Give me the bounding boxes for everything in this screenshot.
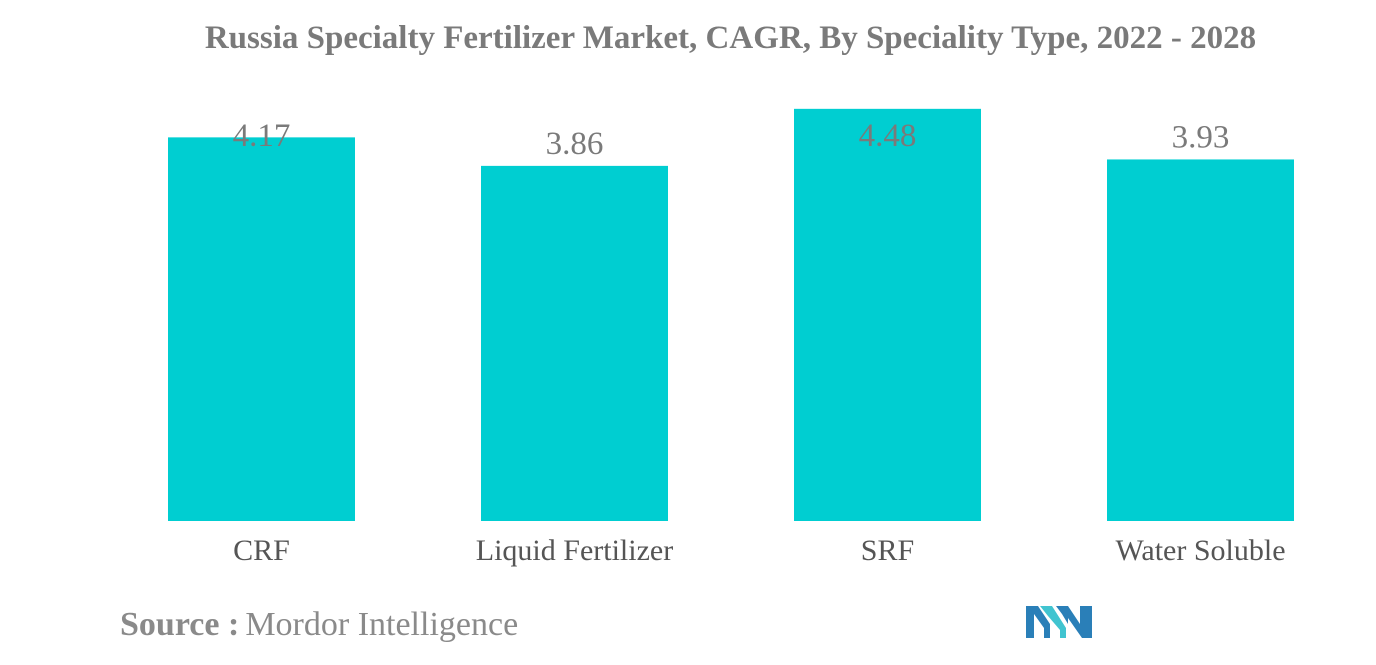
data-label: 3.93 bbox=[1172, 119, 1230, 155]
bar-liquid-fertilizer bbox=[481, 165, 668, 521]
source-line: Source : Mordor Intelligence bbox=[120, 606, 518, 644]
x-tick-label: Liquid Fertilizer bbox=[476, 534, 673, 567]
bar-crf bbox=[168, 137, 355, 522]
data-label: 4.17 bbox=[233, 118, 291, 154]
chart-title: Russia Specialty Fertilizer Market, CAGR… bbox=[204, 20, 1257, 56]
x-tick-label: SRF bbox=[861, 534, 914, 567]
bar-chart: 4.17 CRF 3.86 Liquid Fertilizer 4.48 SRF 3.93 W… bbox=[168, 108, 1294, 567]
data-label: 3.86 bbox=[546, 126, 604, 162]
source-text: Mordor Intelligence bbox=[245, 606, 519, 643]
x-tick-label: CRF bbox=[233, 534, 290, 567]
bar-srf bbox=[794, 108, 981, 521]
source-label: Source : bbox=[120, 606, 240, 643]
mordor-intelligence-logo-icon bbox=[1026, 606, 1092, 638]
x-tick-label: Water Soluble bbox=[1115, 534, 1285, 567]
bar-water-soluble bbox=[1107, 159, 1294, 521]
data-label: 4.48 bbox=[859, 118, 917, 154]
